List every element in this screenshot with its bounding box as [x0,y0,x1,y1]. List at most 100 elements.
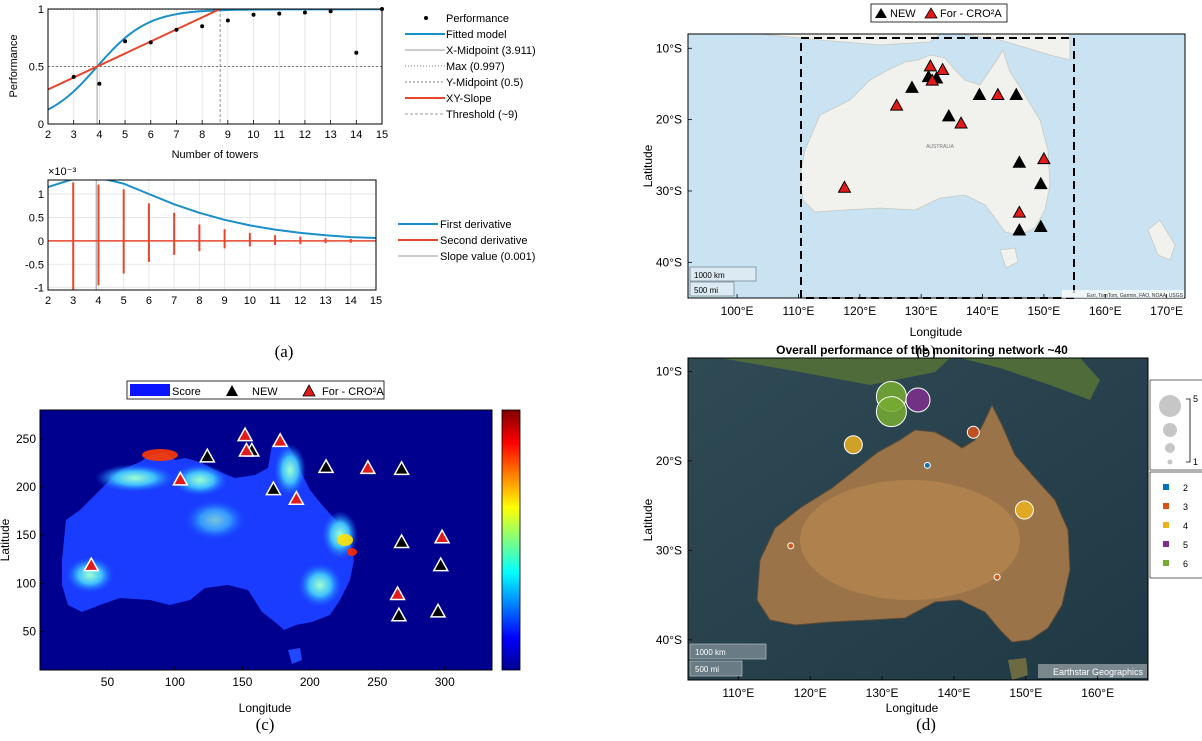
a-top-legend-label: Performance [446,13,509,25]
b-legend-croa-marker [924,7,938,19]
c-legend-croa-marker [302,384,316,397]
a-bottom-y-tick-label: 1 [38,189,44,201]
a-top-x-tick-label: 13 [324,129,336,141]
b-scale-bar: 1000 km 500 mi [689,266,757,297]
a-bottom-y-tick-label: 0.5 [29,212,44,224]
d-x-tick-label: 110°E [722,686,754,700]
a-top-x-tick-label: 2 [45,129,51,141]
c-new-site-marker [432,556,450,572]
b-croa-site-marker [837,180,852,193]
b-x-tick-label: 170°E [1150,304,1183,318]
d-color-legend-label: 3 [1183,502,1188,512]
d-x-tick-label: 130°E [866,686,899,700]
panel-c-heatmap: 50 100 150 200 250 300 250 200 150 100 50 Longitu… [0,380,521,715]
b-y-ticks: 10°S 20°S 30°S 40°S [656,41,692,269]
a-bottom-x-tick-label: 9 [222,295,228,307]
b-axes-box [687,33,1186,299]
c-x-tick-label: 50 [101,675,115,689]
b-croa-site-marker [889,98,904,111]
c-new-site-marker [393,460,410,476]
d-size-legend-min: 1 [1193,457,1198,467]
a-bottom-legend-label: First derivative [440,219,512,231]
d-color-legend-label: 6 [1183,559,1188,569]
d-color-legend: 2 3 4 5 6 [1149,471,1202,579]
a-top-legend-label: Y-Midpoint (0.5) [446,77,523,89]
b-x-tick-label: 140°E [966,304,999,318]
a-bottom-y-tick-label: 0 [38,236,44,248]
performance-point [302,10,307,15]
c-croa-site-marker [236,426,254,442]
c-legend-score-swatch [130,384,170,396]
b-attribution-bg [1062,290,1184,298]
d-tasmania [1008,658,1028,680]
caption-d: (d) [916,715,936,734]
panel-a-top-plot: 2 3 4 5 6 7 8 9 10 11 12 13 14 15 00.51 Number of tow… [8,4,536,161]
b-x-tick-label: 100°E [721,304,754,318]
c-heat-blobs [66,444,358,607]
performance-point [174,27,179,32]
d-new-guinea [960,358,1100,400]
b-new-site-marker [1009,87,1024,100]
b-scale-km: 1000 km [694,271,725,280]
b-croa-site-marker [935,62,950,75]
c-y-tick-label: 250 [16,432,36,446]
a-bottom-x-tick-label: 2 [45,295,51,307]
d-color-legend-swatch [1163,522,1169,528]
panel-b-map: AUSTRALIA 1000 km 500 mi Esri, TomTom, G… [641,3,1186,339]
a-top-x-tick-label: 9 [225,129,231,141]
b-scale-mi: 500 mi [694,286,718,295]
a-bottom-y-tick-label: -1 [34,283,44,295]
panel-d-map: 1000 km 500 mi Earthstar Geographics Ove… [641,343,1202,715]
performance-point [123,39,128,44]
c-new-site-marker [265,480,282,496]
b-x-tick-label: 160°E [1089,304,1122,318]
c-x-tick-label: 100 [165,675,185,689]
d-attribution: Earthstar Geographics [1053,667,1144,677]
performance-point [251,12,256,17]
c-y-tick-label: 50 [23,624,37,638]
c-croa-site-marker [288,490,305,505]
d-indonesia [720,358,950,385]
a-top-x-tick-label: 10 [247,129,259,141]
d-x-tick-label: 160°E [1081,686,1114,700]
c-x-tick-label: 200 [300,675,320,689]
c-new-site-marker [390,606,408,622]
b-new-site-marker [1033,219,1048,232]
b-new-site-marker [972,87,987,100]
caption-b: (b) [916,342,936,361]
a-bottom-x-tick-label: 11 [269,295,280,307]
c-new-site-marker [199,447,216,463]
a-top-y-ticks: 00.51 [29,4,44,131]
a-top-x-tick-label: 14 [350,129,362,141]
a-top-x-tick-label: 15 [376,129,388,141]
d-color-legend-label: 4 [1183,521,1188,531]
d-x-tick-label: 120°E [794,686,827,700]
a-bottom-x-tick-label: 5 [121,295,127,307]
b-x-tick-label: 110°E [782,304,814,318]
a-bottom-y-ticks: 1 0.5 0 -0.5 -1 [25,189,44,295]
caption-a: (a) [275,342,294,361]
b-new-site-marker [1012,155,1027,168]
c-legend-croa-label: For - CRO²A [322,386,384,398]
c-colorbar [501,409,521,671]
b-croa-site-marker [923,59,938,72]
a-bottom-x-tick-label: 3 [70,295,76,307]
a-top-legend-label: X-Midpoint (3.911) [446,45,536,57]
d-scale-km: 1000 km [695,648,726,657]
d-x-axis-label: Longitude [886,701,939,715]
b-new-zealand [1147,219,1176,261]
a-top-x-tick-label: 12 [299,129,311,141]
c-croa-site-marker [238,441,255,457]
d-color-legend-swatch [1163,560,1169,566]
b-croa-site-marker [1037,151,1051,165]
c-croa-site-marker [172,470,189,486]
c-tasmania [288,648,302,664]
d-interior [800,480,1020,600]
d-performance-bubble [787,542,795,550]
c-y-axis-label: Latitude [0,518,12,561]
d-performance-bubble [1014,500,1034,520]
c-legend: Score NEW For - CRO²A [126,380,385,400]
b-y-tick-label: 20°S [656,113,682,127]
b-croa-site-marker [925,73,940,86]
b-y-tick-label: 10°S [656,41,682,55]
